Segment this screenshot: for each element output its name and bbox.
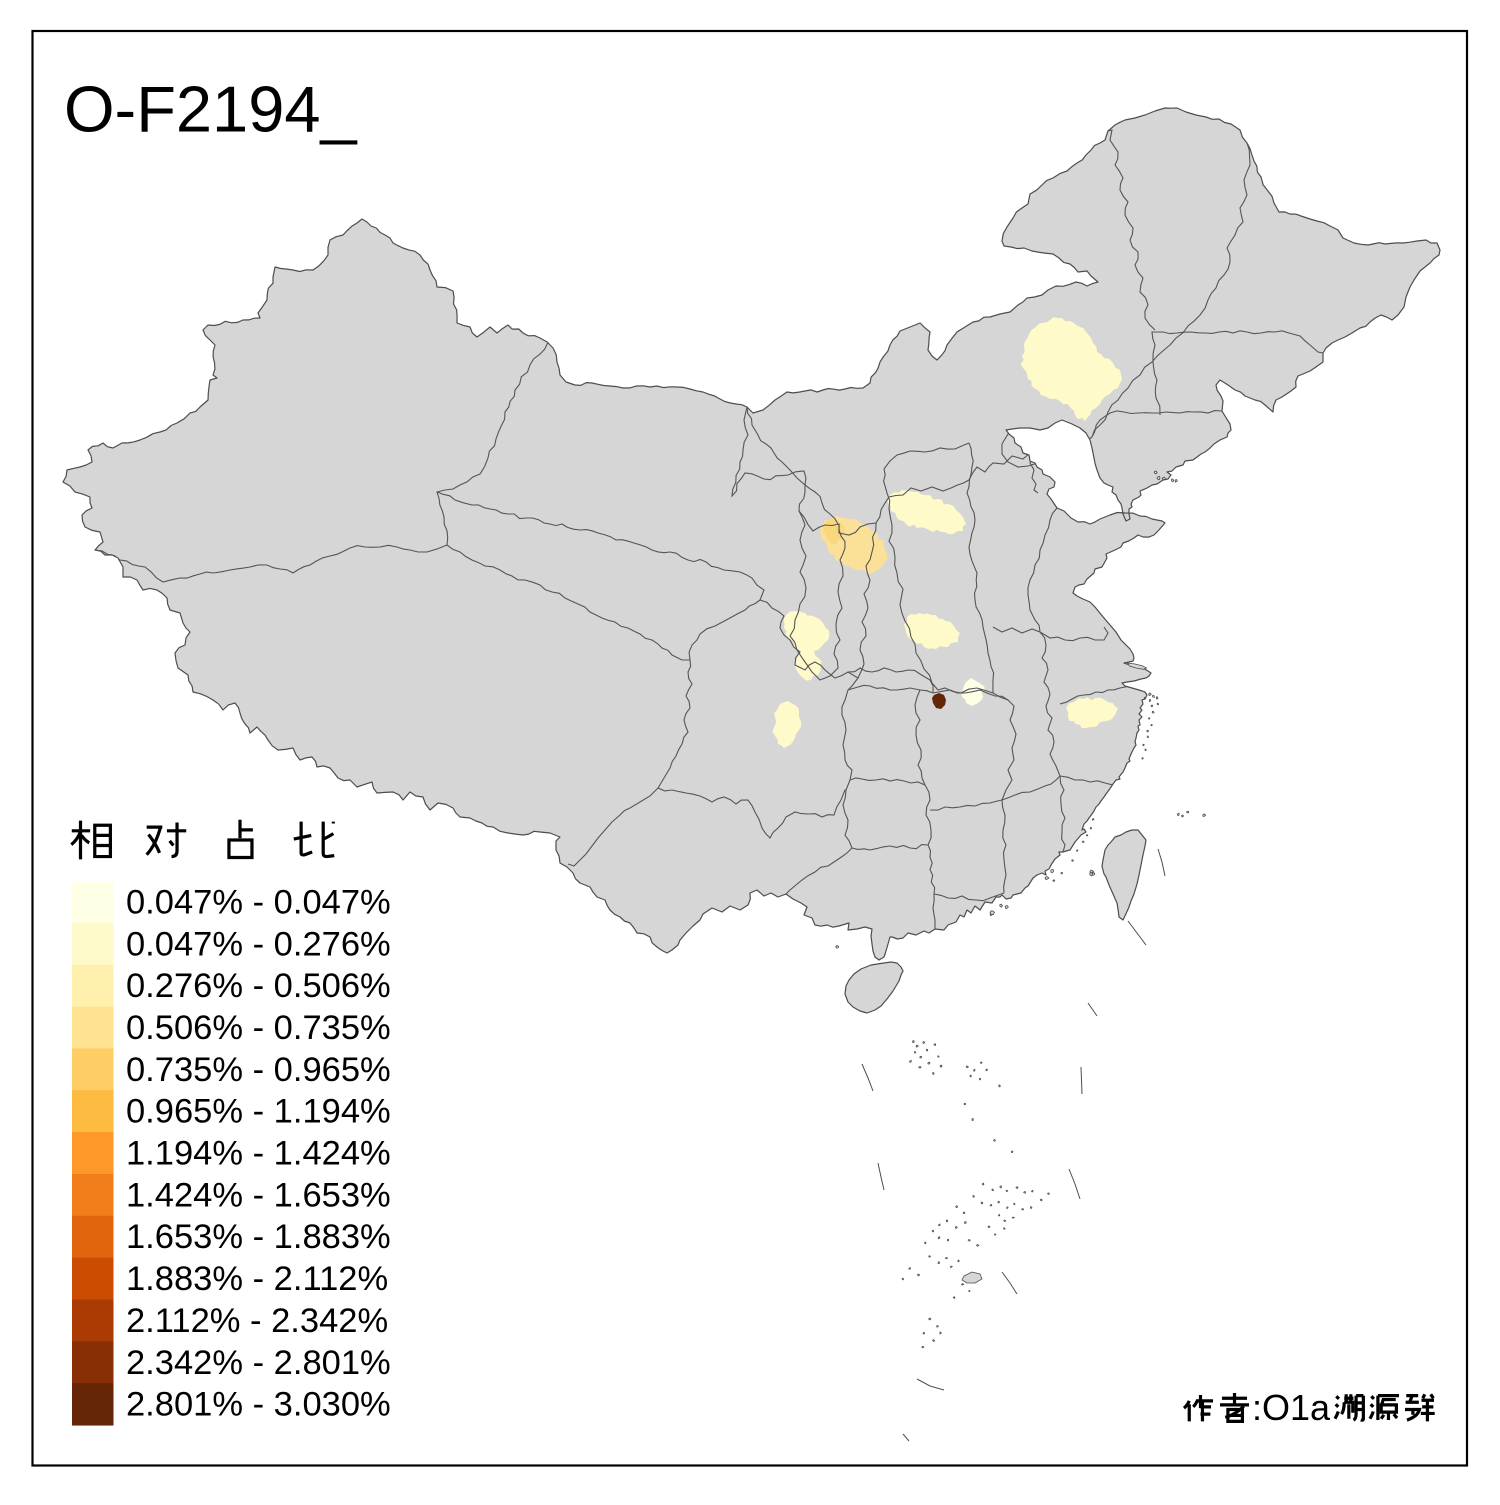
svg-text:0.047% - 0.276%: 0.047% - 0.276% [126, 925, 391, 963]
svg-text:1.883% - 2.112%: 1.883% - 2.112% [126, 1260, 388, 1298]
svg-text:0.735% - 0.965%: 0.735% - 0.965% [126, 1051, 391, 1089]
svg-text:2.801% - 3.030%: 2.801% - 3.030% [126, 1386, 391, 1424]
svg-text:1.194% - 1.424%: 1.194% - 1.424% [126, 1135, 391, 1173]
svg-text:2.342% - 2.801%: 2.342% - 2.801% [126, 1344, 391, 1382]
svg-text:O-F2194_: O-F2194_ [64, 73, 358, 146]
svg-text:0.047% - 0.047%: 0.047% - 0.047% [126, 883, 391, 921]
svg-text:2.112% - 2.342%: 2.112% - 2.342% [126, 1302, 388, 1340]
svg-text:1.653% - 1.883%: 1.653% - 1.883% [126, 1218, 391, 1256]
svg-text:1.424% - 1.653%: 1.424% - 1.653% [126, 1176, 391, 1214]
svg-text::O1a: :O1a [1252, 1387, 1331, 1428]
svg-text:0.506% - 0.735%: 0.506% - 0.735% [126, 1009, 391, 1047]
svg-text:0.965% - 1.194%: 0.965% - 1.194% [126, 1093, 391, 1131]
svg-text:0.276% - 0.506%: 0.276% - 0.506% [126, 967, 391, 1005]
